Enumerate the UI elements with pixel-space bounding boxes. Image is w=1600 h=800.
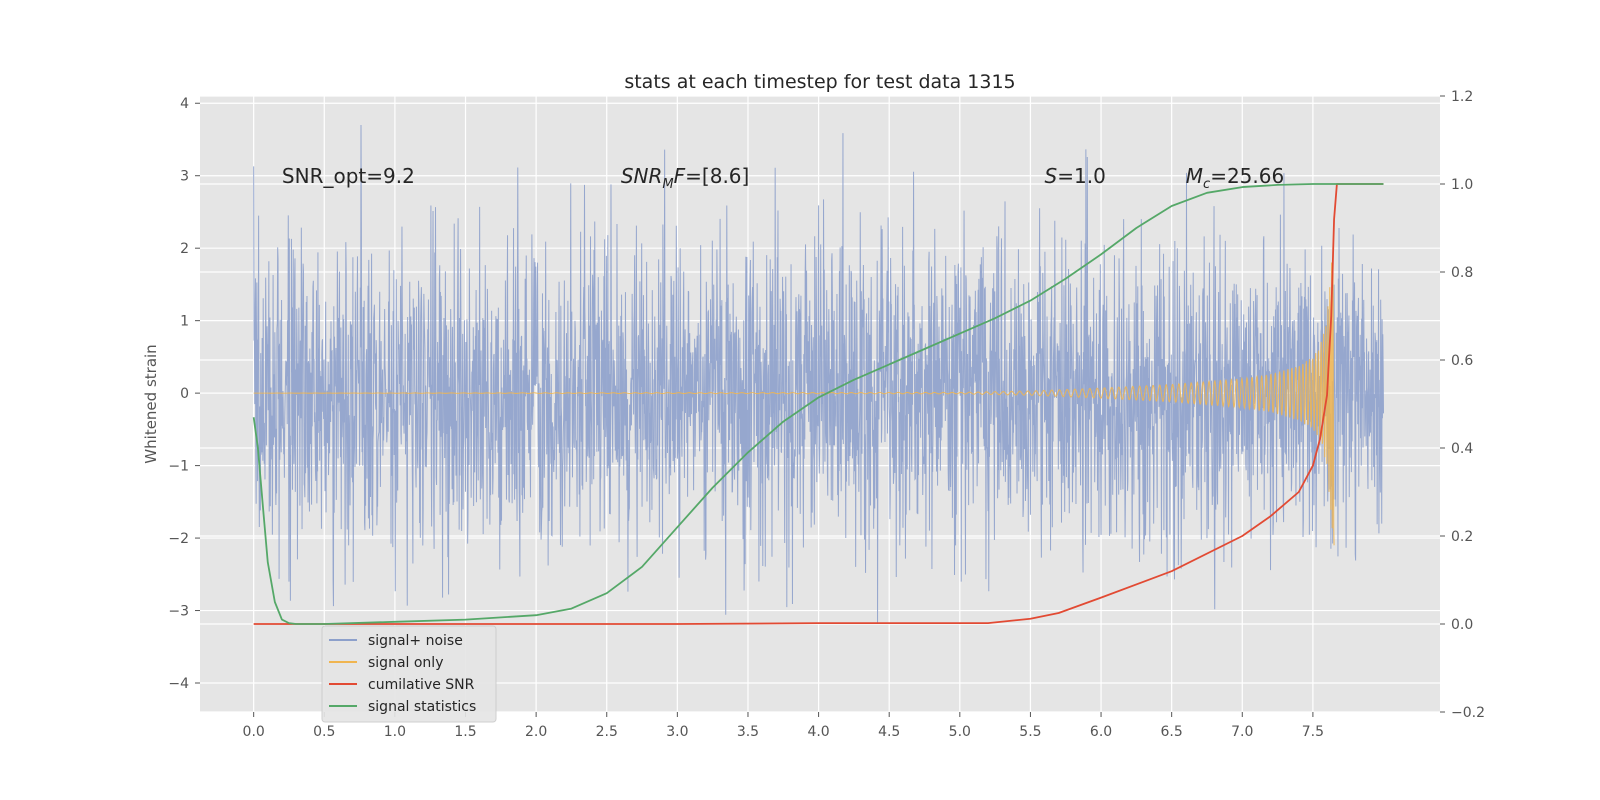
legend-box xyxy=(321,625,497,723)
cumilative-snr-line xyxy=(253,183,1384,625)
x-tick-label: 4.0 xyxy=(807,724,829,740)
y-tick-label: 3 xyxy=(180,169,189,185)
x-tick-label: 1.5 xyxy=(454,724,476,740)
legend-label: signal+ noise xyxy=(368,633,463,649)
x-tick-label: 7.0 xyxy=(1231,724,1253,740)
chart-title: stats at each timestep for test data 131… xyxy=(624,71,1015,93)
signal-only-line xyxy=(253,250,1335,546)
y2-tick-label: 1.2 xyxy=(1451,89,1473,105)
y-tick-label: 4 xyxy=(180,96,189,112)
annotation-s-value: S=1.0 xyxy=(1045,164,1106,188)
y2-tick-label: 1.0 xyxy=(1451,177,1473,193)
y-tick-label: −2 xyxy=(168,531,189,547)
annotation-mc-value: Mc=25.66 xyxy=(1186,164,1284,192)
series-signal-only xyxy=(253,250,1335,546)
x-tick-label: 5.0 xyxy=(949,724,971,740)
axes: 0.0 0.5 1.0 1.5 2.0 2.5 3.0 3.5 4.0 4.5 5.0 5.5 6.0 6… xyxy=(168,89,1485,740)
y2-tick-label: 0.0 xyxy=(1451,617,1473,633)
annotation-snr-mf: SNRMF=[8.6] xyxy=(621,164,749,192)
x-tick-label: 4.5 xyxy=(878,724,900,740)
y2-tick-label: 0.6 xyxy=(1451,353,1473,369)
x-tick-label: 2.5 xyxy=(596,724,618,740)
y2-tick-label: 0.4 xyxy=(1451,441,1473,457)
x-tick-label: 2.0 xyxy=(525,724,547,740)
x-tick-label: 5.5 xyxy=(1019,724,1041,740)
y-tick-label: −4 xyxy=(168,676,189,692)
x-tick-label: 0.5 xyxy=(313,724,335,740)
annotation-snr-opt: SNR_opt=9.2 xyxy=(282,164,415,188)
y2-tick-label: −0.2 xyxy=(1451,705,1485,721)
signal-plus-noise-line xyxy=(253,124,1385,623)
signal-statistics-line xyxy=(252,183,1384,625)
legend: signal+ noise signal only cumilative SNR si… xyxy=(321,625,497,723)
series-signal-plus-noise xyxy=(253,124,1385,623)
y-tick-label: 1 xyxy=(180,314,189,330)
x-tick-label: 3.5 xyxy=(737,724,759,740)
x-tick-label: 6.5 xyxy=(1161,724,1183,740)
series-signal-statistics xyxy=(252,183,1384,625)
x-tick-label: 6.0 xyxy=(1090,724,1112,740)
y-tick-label: 2 xyxy=(180,241,189,257)
legend-label: cumilative SNR xyxy=(368,677,475,693)
x-tick-label: 7.5 xyxy=(1302,724,1324,740)
x-tick-label: 0.0 xyxy=(243,724,265,740)
legend-label: signal statistics xyxy=(368,699,476,715)
y-tick-label: 0 xyxy=(180,386,189,402)
y-tick-label: −1 xyxy=(168,459,189,475)
x-tick-label: 3.0 xyxy=(666,724,688,740)
annotations: SNR_opt=9.2 SNRMF=[8.6] S=1.0 Mc=25.66 xyxy=(282,164,1284,192)
x-tick-label: 1.0 xyxy=(384,724,406,740)
y2-tick-label: 0.8 xyxy=(1451,265,1473,281)
y-tick-label: −3 xyxy=(168,604,189,620)
y-axis-label: Whitened strain xyxy=(142,344,160,463)
y2-tick-label: 0.2 xyxy=(1451,529,1473,545)
series-cumilative-snr xyxy=(253,183,1384,625)
legend-label: signal only xyxy=(368,655,443,671)
